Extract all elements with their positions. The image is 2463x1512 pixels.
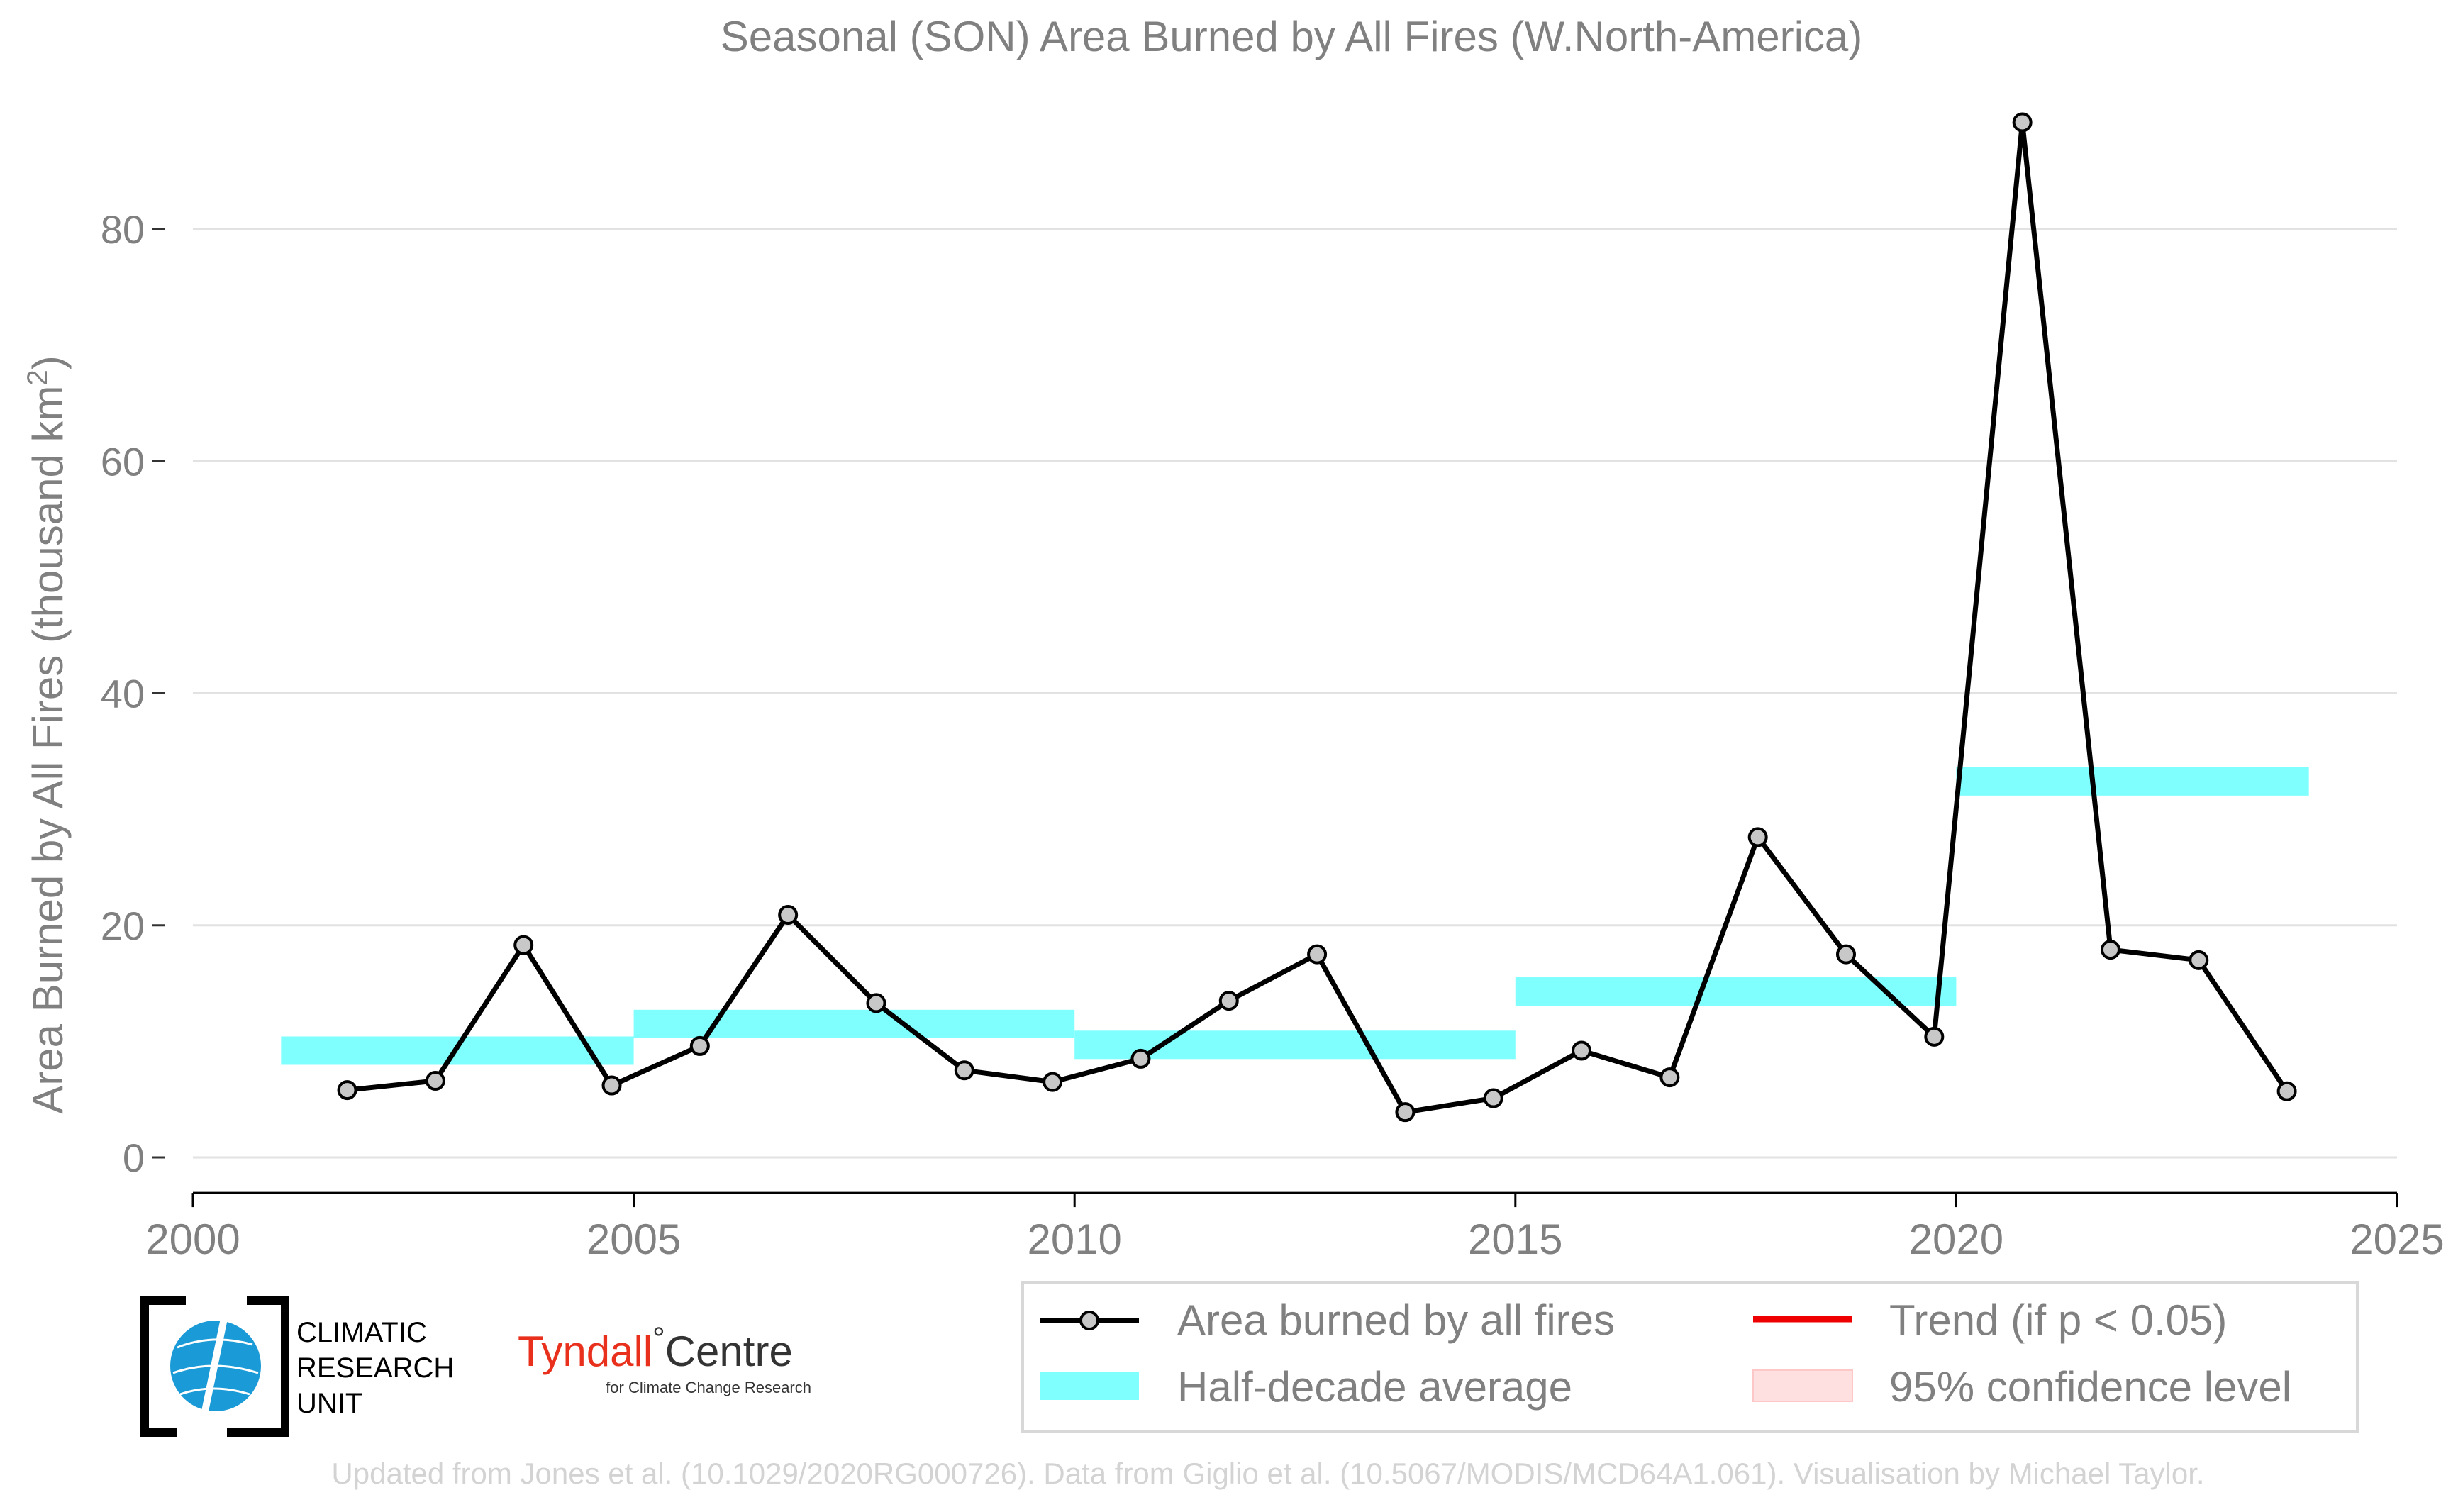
x-tick-label-2010: 2010: [1027, 1216, 1121, 1263]
legend-label-half-decade: Half-decade average: [1177, 1363, 1572, 1411]
data-point-20: [2100, 940, 2120, 960]
y-axis-label-superscript: 2: [22, 369, 53, 385]
half-decade-band-4: [1956, 767, 2309, 796]
half-decade-band-1: [633, 1009, 1075, 1038]
legend-item-area-burned: Area burned by all fires: [1040, 1296, 1615, 1344]
data-point-3: [601, 1075, 622, 1096]
tyndall-text: Tyndall: [518, 1328, 652, 1375]
data-point-15: [1659, 1067, 1680, 1088]
x-tick-label-2005: 2005: [586, 1216, 681, 1263]
data-point-5: [778, 905, 799, 925]
cru-text-line3: UNIT: [296, 1388, 362, 1419]
legend-label-confidence: 95% confidence level: [1889, 1363, 2291, 1411]
data-point-16: [1747, 827, 1768, 847]
y-axis-label-end: ): [24, 355, 72, 369]
data-point-19: [2012, 112, 2033, 133]
legend-item-trend: Trend (if p < 0.05): [1753, 1296, 2227, 1344]
data-point-9: [1130, 1048, 1151, 1069]
y-tick-label-20: 20: [101, 904, 145, 948]
data-point-18: [1924, 1026, 1945, 1047]
chart-title: Seasonal (SON) Area Burned by All Fires …: [721, 13, 1863, 60]
legend-cyan-band-icon: [1040, 1372, 1139, 1400]
data-point-2: [513, 935, 534, 955]
y-tick-label-0: 0: [123, 1135, 145, 1180]
data-point-6: [866, 993, 886, 1013]
data-point-13: [1483, 1088, 1503, 1108]
legend-frame: [1021, 1281, 2359, 1433]
tyndall-degree: °: [652, 1321, 665, 1356]
legend-label-area-burned: Area burned by all fires: [1177, 1296, 1615, 1344]
y-tick-label-60: 60: [101, 439, 145, 484]
cru-bracket-left-icon: [140, 1296, 186, 1437]
legend-item-confidence: 95% confidence level: [1752, 1363, 2291, 1411]
tyndall-logo: Tyndall°Centre for Climate Change Resear…: [518, 1321, 811, 1397]
data-point-8: [1043, 1072, 1063, 1092]
legend: Area burned by all fires Trend (if p < 0…: [1021, 1281, 2359, 1433]
cru-text-line1: CLIMATIC: [296, 1317, 427, 1348]
cru-bracket-right-icon: [227, 1296, 289, 1437]
half-decade-average-bands: [281, 767, 2309, 1065]
data-point-7: [954, 1060, 974, 1081]
half-decade-band-3: [1515, 977, 1957, 1006]
data-point-1: [425, 1071, 445, 1091]
data-point-22: [2276, 1081, 2297, 1101]
y-axis-label: Area Burned by All Fires (thousand km2): [22, 355, 72, 1113]
series-area-burned: [337, 112, 2297, 1123]
data-point-11: [1307, 944, 1328, 965]
y-tick-label-80: 80: [101, 207, 145, 252]
legend-marker-icon: [1079, 1311, 1099, 1330]
legend-label-trend: Trend (if p < 0.05): [1889, 1296, 2227, 1344]
x-tick-label-2020: 2020: [1909, 1216, 2003, 1263]
cru-logo: CLIMATIC RESEARCH UNIT: [140, 1296, 454, 1437]
tyndall-subtitle: for Climate Change Research: [606, 1379, 811, 1396]
legend-item-half-decade: Half-decade average: [1040, 1363, 1572, 1411]
cru-slash-icon: [196, 1296, 232, 1437]
grid-lines: [193, 228, 2397, 1159]
legend-pink-band-icon: [1752, 1369, 1853, 1402]
cru-text-line2: RESEARCH: [296, 1352, 454, 1384]
x-tick-label-2025: 2025: [2350, 1216, 2444, 1263]
y-axis-label-main: Area Burned by All Fires (thousand km: [24, 386, 72, 1114]
footer-credit: Updated from Jones et al. (10.1029/2020R…: [331, 1457, 2204, 1490]
data-point-12: [1395, 1102, 1416, 1123]
data-point-17: [1836, 944, 1856, 965]
tyndall-wordmark: Tyndall°Centre: [518, 1321, 793, 1376]
tyndall-centre-text: Centre: [665, 1328, 793, 1375]
x-tick-label-2015: 2015: [1468, 1216, 1562, 1263]
data-point-4: [689, 1035, 710, 1056]
x-tick-label-2000: 2000: [145, 1216, 240, 1263]
data-point-0: [337, 1080, 357, 1101]
data-point-21: [2189, 950, 2209, 970]
axes: 0 20 40 60 80 2000 2005 2010 2015 2020 2025: [101, 207, 2445, 1263]
data-point-14: [1572, 1040, 1592, 1061]
y-tick-label-40: 40: [101, 672, 145, 716]
data-point-10: [1218, 991, 1239, 1011]
